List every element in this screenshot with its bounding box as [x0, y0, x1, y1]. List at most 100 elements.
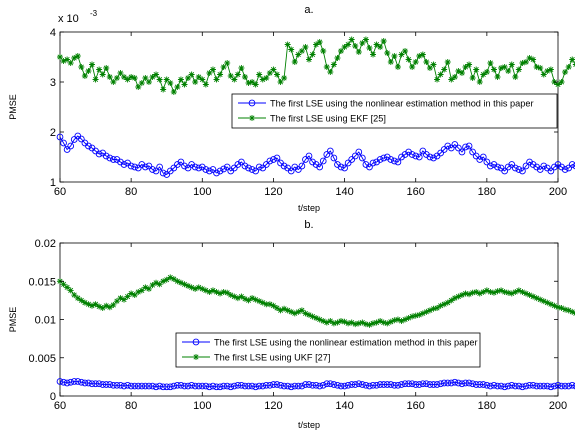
- x-tick-label: 80: [125, 400, 137, 412]
- data-point: [74, 52, 82, 60]
- data-point: [301, 43, 309, 51]
- data-point: [508, 61, 516, 68]
- legend-label-0: The first LSE using the nonlinear estima…: [214, 338, 478, 348]
- x-tick-label: 120: [264, 400, 282, 412]
- data-point: [437, 71, 445, 78]
- y-tick-label: 0: [50, 391, 56, 403]
- y-axis-label: PMSE: [8, 307, 18, 333]
- data-point: [198, 76, 206, 83]
- data-point: [383, 49, 391, 57]
- y-tick-label: 3: [50, 77, 56, 89]
- data-point: [380, 37, 388, 45]
- data-point: [494, 73, 502, 81]
- series-line-0: [59, 381, 575, 388]
- plot-frame: [59, 242, 559, 397]
- data-point: [131, 74, 139, 82]
- exponent-label: x 10: [58, 13, 79, 25]
- data-point: [561, 68, 569, 76]
- data-point: [159, 86, 167, 93]
- data-point: [305, 56, 313, 63]
- data-point: [181, 81, 188, 88]
- y-tick-label: 0.005: [28, 353, 56, 365]
- x-tick-label: 200: [549, 400, 567, 412]
- data-point: [138, 79, 146, 87]
- data-point: [369, 51, 377, 58]
- data-point: [156, 76, 164, 83]
- data-point: [515, 66, 523, 73]
- data-point: [234, 71, 242, 78]
- x-axis-label: t/step: [298, 420, 320, 430]
- data-point: [422, 58, 430, 66]
- data-point: [166, 79, 174, 87]
- legend: The first LSE using the nonlinear estima…: [231, 93, 558, 129]
- chart-a: 60 80 100 120 140 160 180 200 1 2 3 4x 10 -3 a. t/step…: [8, 4, 575, 213]
- data-point: [280, 74, 288, 82]
- x-tick-label: 200: [549, 186, 567, 198]
- x-tick-label: 80: [125, 186, 137, 198]
- data-point: [145, 78, 153, 86]
- data-point: [209, 66, 217, 73]
- data-point: [191, 78, 199, 86]
- data-point: [365, 44, 373, 52]
- legend-box: [175, 332, 481, 368]
- data-point: [486, 59, 494, 67]
- chart-b: 60 80 100 120 140 160 180 200 0 0.005 0.01 0.015 0.0…: [8, 219, 575, 430]
- x-tick-label: 180: [478, 400, 496, 412]
- legend-box: [231, 93, 558, 129]
- data-point: [472, 66, 480, 73]
- data-point: [465, 61, 473, 68]
- y-tick-label: 1: [50, 177, 56, 189]
- data-point: [241, 73, 249, 81]
- data-point: [84, 67, 92, 75]
- data-point: [88, 61, 96, 68]
- data-point: [309, 51, 317, 58]
- data-point: [170, 88, 178, 96]
- x-tick-label: 100: [193, 186, 211, 198]
- data-point: [67, 59, 75, 67]
- data-point: [376, 43, 384, 51]
- data-point: [102, 64, 110, 72]
- data-point: [529, 56, 537, 63]
- data-point: [387, 58, 395, 66]
- x-axis-label: t/step: [298, 203, 320, 213]
- data-point: [419, 51, 427, 58]
- data-point: [333, 54, 341, 62]
- data-point: [284, 41, 292, 48]
- data-point: [177, 76, 185, 83]
- data-point: [92, 76, 100, 83]
- data-point: [401, 47, 409, 55]
- data-point: [469, 74, 477, 82]
- data-point: [95, 66, 103, 73]
- y-tick-label: 0.02: [35, 238, 56, 250]
- data-point: [173, 83, 181, 91]
- legend-label-1: The first LSE using UKF [27]: [214, 353, 330, 363]
- series-line-0: [59, 135, 575, 176]
- data-point: [348, 36, 356, 43]
- data-point: [81, 72, 89, 80]
- data-point: [355, 48, 363, 56]
- data-point: [106, 73, 114, 81]
- data-point: [504, 67, 512, 75]
- y-tick-label: 2: [50, 127, 56, 139]
- chart-title: a.: [304, 4, 313, 16]
- data-point: [223, 59, 231, 67]
- data-point: [255, 71, 263, 78]
- x-tick-label: 60: [54, 186, 66, 198]
- data-point: [547, 66, 555, 73]
- exponent-power: -3: [90, 9, 98, 18]
- x-tick-label: 140: [335, 400, 353, 412]
- data-point: [216, 71, 224, 78]
- data-point: [408, 63, 416, 71]
- data-point: [67, 286, 75, 294]
- x-tick-label: 60: [54, 400, 66, 412]
- y-tick-label: 0.015: [28, 276, 56, 288]
- data-point: [152, 71, 160, 78]
- data-point: [476, 78, 484, 86]
- data-point: [77, 63, 85, 71]
- data-point: [323, 63, 331, 71]
- data-point: [213, 76, 221, 83]
- y-axis-label: PMSE: [8, 94, 18, 120]
- data-point: [433, 76, 441, 83]
- data-point: [319, 47, 327, 55]
